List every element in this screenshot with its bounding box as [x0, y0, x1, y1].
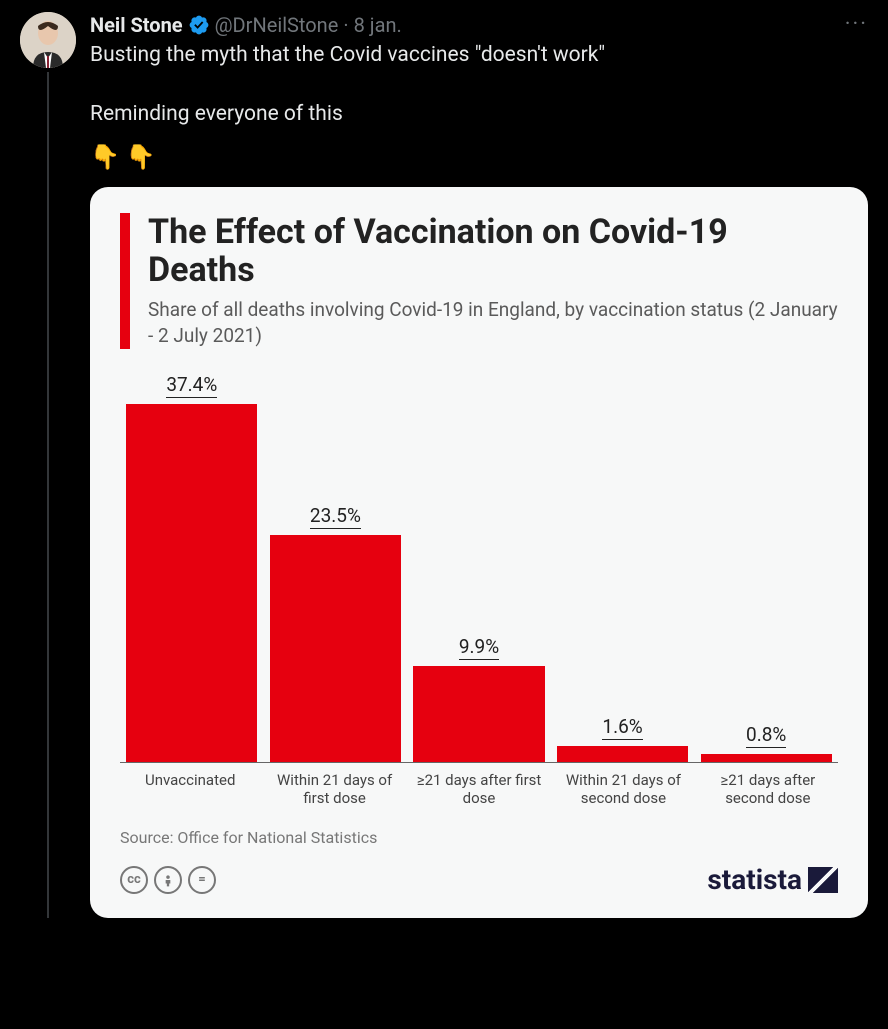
chart-source: Source: Office for National Statistics [120, 828, 838, 847]
separator-dot: · [343, 13, 348, 37]
tweet-text: Busting the myth that the Covid vaccines… [90, 41, 868, 129]
bar-rect [270, 535, 401, 761]
bar-col: 23.5% [266, 373, 406, 762]
handle[interactable]: @DrNeilStone [215, 13, 339, 37]
bar-label: Within 21 days of first dose [264, 771, 404, 809]
verified-badge-icon [188, 14, 210, 36]
tweet-date[interactable]: 8 jan. [354, 13, 402, 37]
tweet-header: Neil Stone @DrNeilStone · 8 jan. ··· [90, 12, 868, 37]
bar-label: ≥21 days after first dose [409, 771, 549, 809]
bar-rect [701, 754, 832, 762]
bar-chart: 37.4% 23.5% 9.9% 1.6% 0.8% [120, 373, 838, 763]
bar-col: 0.8% [696, 373, 836, 762]
bar-label: ≥21 days after second dose [698, 771, 838, 809]
bar-col: 1.6% [553, 373, 693, 762]
tweet-body: Neil Stone @DrNeilStone · 8 jan. ··· Bus… [90, 12, 868, 918]
by-icon [154, 866, 182, 894]
bar-label: Unvaccinated [120, 771, 260, 809]
bar-value: 37.4% [166, 373, 217, 398]
title-accent-bar [120, 213, 130, 348]
bar-value: 23.5% [310, 504, 361, 529]
tweet: Neil Stone @DrNeilStone · 8 jan. ··· Bus… [0, 0, 888, 930]
display-name[interactable]: Neil Stone [90, 13, 183, 37]
pointing-down-emojis: 👇 👇 [90, 143, 868, 171]
nd-icon: = [188, 866, 216, 894]
bar-col: 9.9% [409, 373, 549, 762]
thread-line [47, 72, 49, 918]
statista-logo: statista [707, 863, 838, 896]
bar-value: 1.6% [602, 715, 642, 740]
chart-header: The Effect of Vaccination on Covid-19 De… [120, 213, 838, 348]
bar-label: Within 21 days of second dose [553, 771, 693, 809]
bar-rect [126, 404, 257, 762]
statista-mark-icon [808, 867, 838, 893]
chart-card[interactable]: The Effect of Vaccination on Covid-19 De… [90, 187, 868, 918]
chart-footer: cc = statista [120, 863, 838, 896]
bar-value: 0.8% [746, 723, 786, 748]
bar-rect [557, 746, 688, 761]
cc-license-icons: cc = [120, 866, 216, 894]
more-icon[interactable]: ··· [845, 12, 868, 37]
tweet-text-line1: Busting the myth that the Covid vaccines… [90, 43, 605, 67]
bar-value: 9.9% [459, 635, 499, 660]
tweet-text-line2: Reminding everyone of this [90, 102, 343, 126]
avatar-column [20, 12, 76, 918]
avatar[interactable] [20, 12, 76, 68]
chart-subtitle: Share of all deaths involving Covid-19 i… [148, 297, 838, 348]
chart-title-block: The Effect of Vaccination on Covid-19 De… [148, 213, 838, 348]
bar-labels-row: Unvaccinated Within 21 days of first dos… [120, 771, 838, 809]
bar-col: 37.4% [122, 373, 262, 762]
bar-rect [413, 666, 544, 761]
avatar-image [20, 12, 76, 68]
chart-title: The Effect of Vaccination on Covid-19 De… [148, 213, 838, 289]
statista-text: statista [707, 863, 802, 896]
cc-icon: cc [120, 866, 148, 894]
